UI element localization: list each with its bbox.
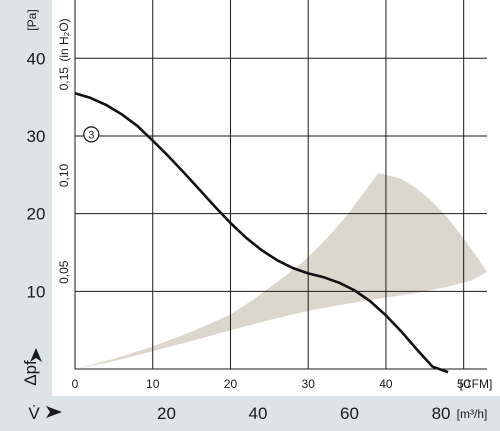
h2o-tick-label: 0,05 [57,260,71,284]
left-axis-panel [0,0,52,431]
pa-tick-label: 30 [27,127,46,146]
series-3-label: 3 [88,129,94,141]
cfm-unit-label: [CFM] [460,377,493,391]
bottom-axis-panel [0,396,500,431]
m3h-tick-label: 80 [432,404,451,423]
cfm-tick-label: 10 [146,377,160,391]
h2o-tick-label: 0,10 [57,163,71,187]
m3h-tick-label: 40 [249,404,268,423]
operating-region [75,173,487,369]
pa-unit-label: [Pa] [25,9,39,30]
m3h-unit-label: [m³/h] [457,407,488,421]
cfm-tick-label: 40 [379,377,393,391]
cfm-tick-label: 30 [302,377,316,391]
pa-tick-label: 10 [27,282,46,301]
flow-arrow-icon [46,406,62,418]
h2o-tick-label: 0,15 [57,67,71,91]
pressure-axis-symbol: Δpf [21,360,40,386]
flow-axis-symbol: V̇ [28,404,40,423]
m3h-tick-label: 60 [340,404,359,423]
cfm-tick-label: 20 [224,377,238,391]
cfm-tick-label: 0 [72,377,79,391]
pa-tick-label: 20 [27,205,46,224]
cfm-tick-label: 50 [457,377,471,391]
h2o-unit-label: (in H₂O) [57,18,71,61]
pressure-arrow-icon [30,348,42,362]
series-3-marker [83,126,100,143]
series-3-line [74,91,449,374]
m3h-tick-label: 20 [157,404,176,423]
pa-tick-label: 40 [27,49,46,68]
